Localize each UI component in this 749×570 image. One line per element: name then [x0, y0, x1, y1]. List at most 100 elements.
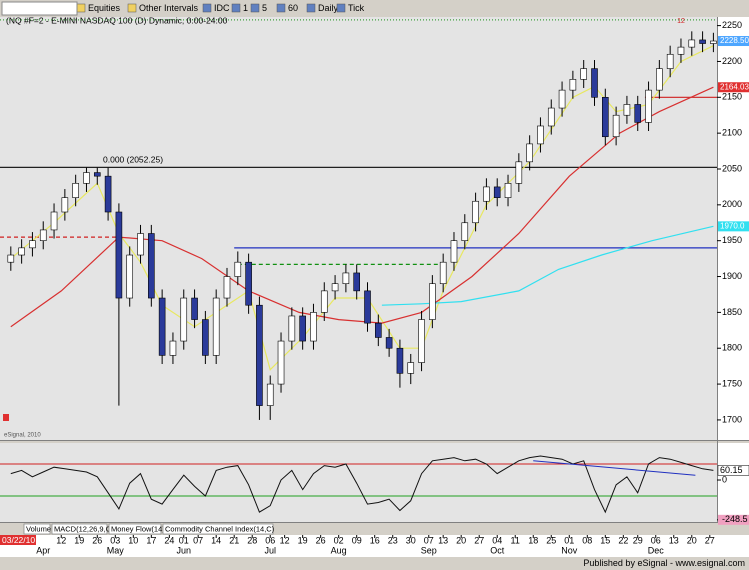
candle-body [288, 315, 296, 342]
x-tick-label: 11 [511, 535, 520, 545]
candle-body [353, 272, 360, 292]
candle-body [515, 161, 523, 184]
x-tick-label: 26 [92, 535, 102, 545]
toolbar-button[interactable]: Other Intervals [139, 3, 199, 13]
candle-body [364, 290, 371, 324]
x-tick-label: 07 [193, 535, 203, 545]
candle-body [526, 143, 533, 163]
y-tick-label: 2050 [722, 163, 742, 173]
y-tick-label: 2000 [722, 199, 742, 209]
x-tick-label: 06 [265, 535, 275, 545]
indicator-tab[interactable] [51, 523, 108, 535]
month-label: Jul [264, 545, 276, 555]
x-tick-label: 20 [687, 535, 697, 545]
y-tick-label: 2150 [722, 92, 742, 102]
x-tick-label: 27 [474, 535, 484, 545]
y-tick-label: 1750 [722, 378, 742, 388]
x-tick-label: 19 [298, 535, 308, 545]
toolbar-icon[interactable] [336, 3, 346, 13]
candle-body [223, 276, 231, 299]
toolbar-button[interactable]: Tick [348, 3, 365, 13]
month-label: Nov [561, 545, 578, 555]
cci-line [10, 455, 714, 514]
toolbar-button[interactable]: 60 [288, 3, 298, 13]
candle-body [612, 114, 620, 138]
candle-body [93, 172, 101, 177]
y2-tick-label: 0 [722, 474, 727, 484]
cci-last-box [717, 465, 749, 476]
x-tick-label: 18 [528, 535, 538, 545]
candle-body [602, 96, 609, 138]
status-bar [0, 557, 749, 570]
x-tick-label: 24 [164, 535, 174, 545]
toolbar-icon[interactable] [276, 3, 286, 13]
candle-body [439, 261, 447, 285]
toolbar-icon[interactable] [250, 3, 260, 13]
toolbar-icon[interactable] [202, 3, 212, 13]
x-tick-label: 30 [406, 535, 416, 545]
x-tick-label: 14 [211, 535, 221, 545]
candle-body [677, 46, 685, 55]
moving-average [381, 225, 714, 306]
toolbar-button[interactable]: IDC [214, 3, 230, 13]
x-tick-label: 07 [424, 535, 434, 545]
toolbar-icon[interactable] [76, 3, 86, 13]
candle-body [504, 183, 512, 198]
indicator-tab-label[interactable]: MACD(12,26,9,C) [54, 524, 114, 533]
candle-body [256, 304, 263, 406]
toolbar-button[interactable]: 5 [262, 3, 267, 13]
x-tick-label: 01 [564, 535, 574, 545]
candle-body [320, 290, 328, 313]
toolbar-icon[interactable] [231, 3, 241, 13]
candle-body [634, 104, 642, 123]
x-tick-label: 15 [600, 535, 610, 545]
candle-body [18, 247, 25, 256]
month-label: May [107, 545, 125, 555]
marker-icon [3, 414, 9, 421]
indicator-tab-label[interactable]: Money Flow(14) [111, 524, 165, 533]
x-tick-label: 13 [438, 535, 448, 545]
cci-last-label: 60.15 [720, 465, 743, 475]
candle-body [569, 79, 577, 91]
y-tick-label: 1850 [722, 307, 742, 317]
toolbar-icon[interactable] [127, 3, 137, 13]
candle-body [212, 297, 220, 356]
candle-body [137, 233, 144, 256]
candle-body [169, 340, 177, 356]
toolbar-icon[interactable] [306, 3, 316, 13]
toolbar-button[interactable]: 1 [243, 3, 248, 13]
candle-body [666, 53, 674, 69]
toolbar-button[interactable]: Equities [88, 3, 121, 13]
x-tick-label: 22 [618, 535, 628, 545]
candle-body [180, 297, 188, 342]
moving-average [10, 45, 714, 371]
candle-body [450, 240, 458, 263]
symbol-box[interactable] [1, 1, 78, 16]
y-tick-label: 2250 [722, 20, 742, 30]
candle-body [461, 222, 469, 241]
x-tick-label: 19 [74, 535, 84, 545]
candle-body [645, 89, 652, 123]
candle-body [191, 297, 198, 320]
indicator-tab[interactable] [108, 523, 162, 535]
candle-body [50, 211, 58, 231]
price-marker-label: 2164.03 [720, 82, 749, 91]
candle-body [580, 68, 587, 80]
x-tick-label: 02 [334, 535, 344, 545]
indicator-tab[interactable] [23, 523, 51, 535]
candle-body [385, 337, 393, 349]
x-tick-label: 29 [633, 535, 643, 545]
candle-body [277, 340, 285, 385]
toolbar-button[interactable]: Daily [318, 3, 339, 13]
x-tick-label: 27 [705, 535, 715, 545]
indicator-tab-label[interactable]: Volume [26, 524, 51, 533]
x-tick-label: 12 [56, 535, 66, 545]
y-tick-label: 1700 [722, 414, 742, 424]
candle-body [148, 233, 155, 299]
indicator-tab[interactable] [162, 523, 274, 535]
candle-body [29, 240, 36, 249]
x-tick-label: 01 [179, 535, 189, 545]
indicator-tab-label[interactable]: Commodity Channel Index(14,C) [165, 524, 275, 533]
month-label: Apr [36, 545, 50, 555]
